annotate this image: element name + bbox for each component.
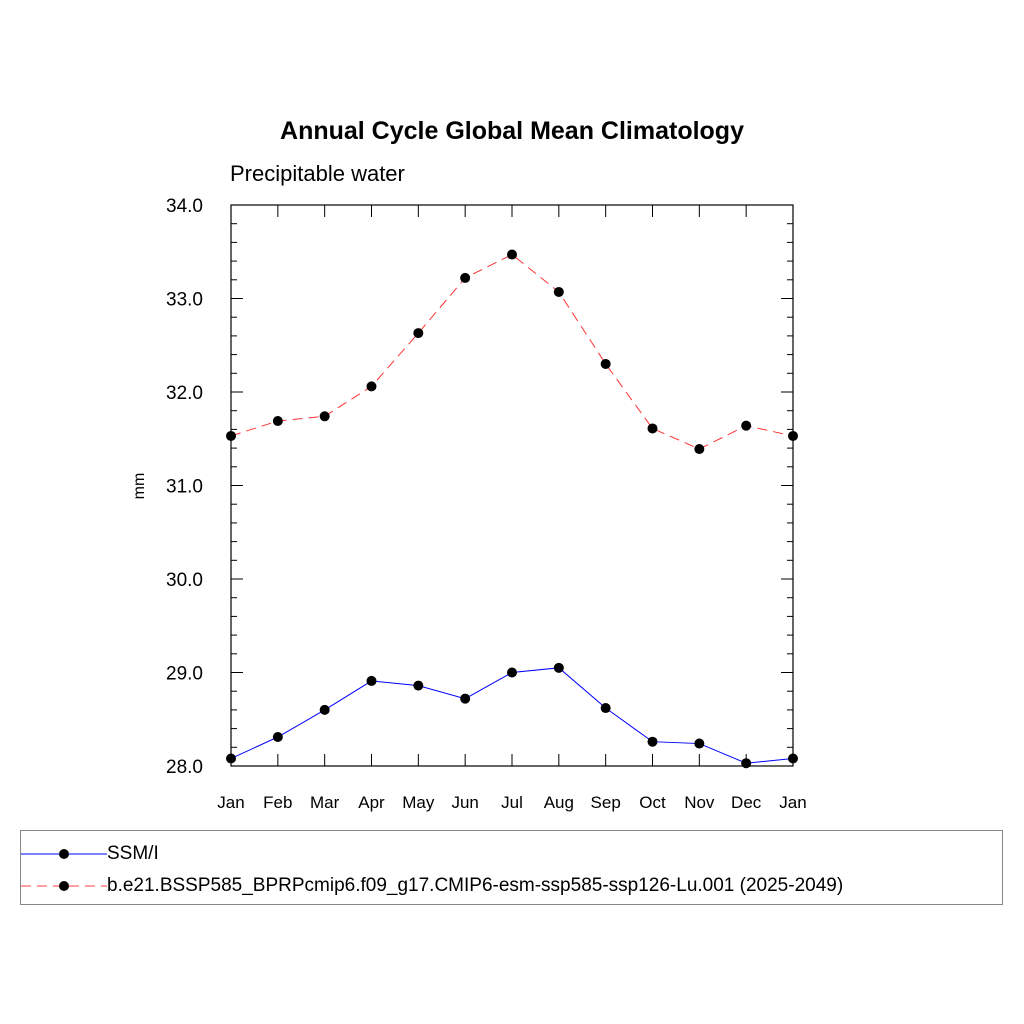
series-line-1: [230, 253, 794, 450]
legend-swatch-ssmi: [21, 849, 107, 859]
data-point: [600, 358, 611, 369]
axis-ticks: [230, 204, 794, 767]
data-point: [413, 328, 424, 339]
x-tick-label: Jul: [501, 793, 523, 812]
y-tick-label: 32.0: [166, 383, 203, 404]
x-tick-labels: Jan Feb Mar Apr May Jun Jul Aug Sep Oct Nov Dec Jan: [217, 793, 806, 812]
data-point: [272, 415, 283, 426]
x-tick-label: Jan: [217, 793, 244, 812]
x-tick-label: Jan: [779, 793, 806, 812]
x-tick-label: Mar: [310, 793, 340, 812]
data-point: [507, 667, 517, 678]
series-layer: [226, 249, 798, 769]
legend: SSM/I b.e21.BSSP585_BPRPcmip6.f09_g17.CM…: [20, 830, 1003, 905]
data-point: [647, 736, 658, 747]
y-tick-label: 30.0: [166, 570, 203, 591]
data-point: [647, 423, 658, 434]
legend-label-ssmi: SSM/I: [107, 843, 159, 864]
data-point: [319, 704, 330, 715]
data-point: [600, 703, 611, 714]
x-tick-label: Oct: [639, 793, 666, 812]
series-line-0: [230, 667, 794, 764]
data-point: [366, 381, 377, 392]
data-point: [319, 411, 330, 422]
legend-item-ssmi: SSM/I: [21, 842, 1002, 866]
data-point: [226, 753, 236, 764]
y-tick-label: 34.0: [166, 196, 203, 217]
x-tick-label: Dec: [731, 793, 762, 812]
x-tick-label: Feb: [263, 793, 292, 812]
y-tick-label: 28.0: [166, 757, 203, 778]
y-tick-label: 31.0: [166, 477, 203, 498]
data-point: [694, 444, 705, 455]
data-point: [741, 758, 752, 769]
data-point: [788, 430, 798, 441]
data-point: [788, 753, 798, 764]
x-tick-label: Jun: [451, 793, 478, 812]
x-tick-label: Nov: [684, 793, 715, 812]
chart-title: Annual Cycle Global Mean Climatology: [280, 117, 744, 145]
data-point: [507, 249, 517, 260]
x-tick-label: May: [402, 793, 435, 812]
y-tick-label: 29.0: [166, 664, 203, 685]
data-point: [553, 662, 564, 673]
y-tick-labels: 28.0 29.0 30.0 31.0 32.0 33.0 34.0: [166, 196, 203, 778]
data-point: [460, 272, 471, 283]
chart-subtitle: Precipitable water: [230, 161, 405, 186]
plot-frame: [230, 204, 794, 767]
data-point: [741, 420, 752, 431]
x-tick-label: Aug: [544, 793, 574, 812]
x-tick-label: Apr: [358, 793, 385, 812]
x-tick-label: Sep: [591, 793, 621, 812]
y-tick-label: 33.0: [166, 290, 203, 311]
data-point: [413, 680, 424, 691]
data-point: [694, 738, 705, 749]
data-point: [460, 693, 471, 704]
data-point: [553, 286, 564, 297]
y-axis-label: mm: [131, 473, 148, 500]
legend-item-model: b.e21.BSSP585_BPRPcmip6.f09_g17.CMIP6-es…: [21, 874, 1002, 898]
data-point: [226, 430, 236, 441]
data-point: [366, 675, 377, 686]
legend-swatch-model: [21, 881, 107, 891]
data-point: [272, 732, 283, 743]
legend-label-model: b.e21.BSSP585_BPRPcmip6.f09_g17.CMIP6-es…: [107, 875, 844, 896]
